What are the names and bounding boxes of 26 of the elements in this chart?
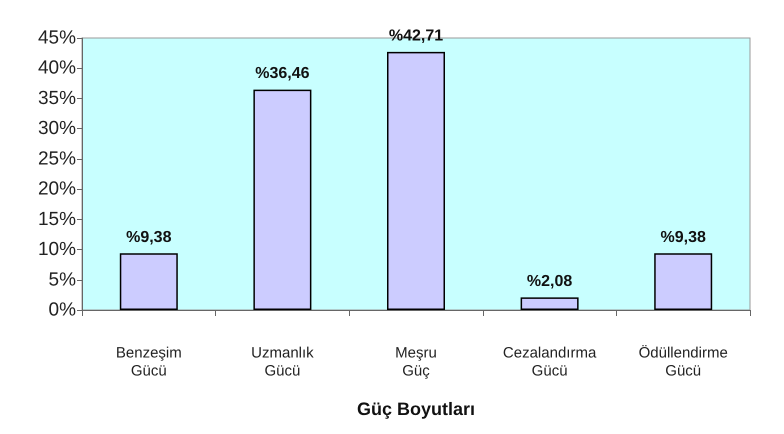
y-tick-label: 10%	[38, 239, 76, 260]
x-tick-label: Ödüllendirme Gücü	[638, 344, 728, 380]
bar	[520, 297, 579, 310]
bar	[120, 253, 178, 310]
bar	[654, 253, 712, 310]
y-tick-label: 5%	[48, 269, 76, 290]
data-label: %9,38	[126, 228, 172, 246]
y-tick-label: 25%	[38, 148, 76, 170]
x-tick-label: Cezalandırma Gücü	[502, 344, 597, 380]
data-label: %42,71	[388, 27, 444, 44]
data-label: %9,38	[660, 228, 706, 246]
x-tick-label: Uzmanlık Gücü	[251, 344, 314, 380]
y-tick-label: 15%	[38, 208, 76, 230]
bar	[253, 90, 312, 310]
y-tick-label: 20%	[38, 178, 76, 200]
y-tick-label: 35%	[38, 88, 76, 109]
y-tick-label: 30%	[38, 118, 76, 140]
data-label: %2,08	[526, 272, 572, 290]
x-axis-title: Güç Boyutları	[356, 399, 476, 419]
x-tick-label: Meşru Güç	[395, 344, 437, 380]
data-label: %36,46	[255, 65, 310, 82]
y-tick-label: 40%	[38, 58, 76, 79]
bar	[387, 52, 445, 310]
y-tick-label: 45%	[38, 28, 76, 48]
x-tick-label: Benzeşim Gücü	[116, 344, 182, 380]
y-tick-label: 0%	[48, 300, 76, 320]
